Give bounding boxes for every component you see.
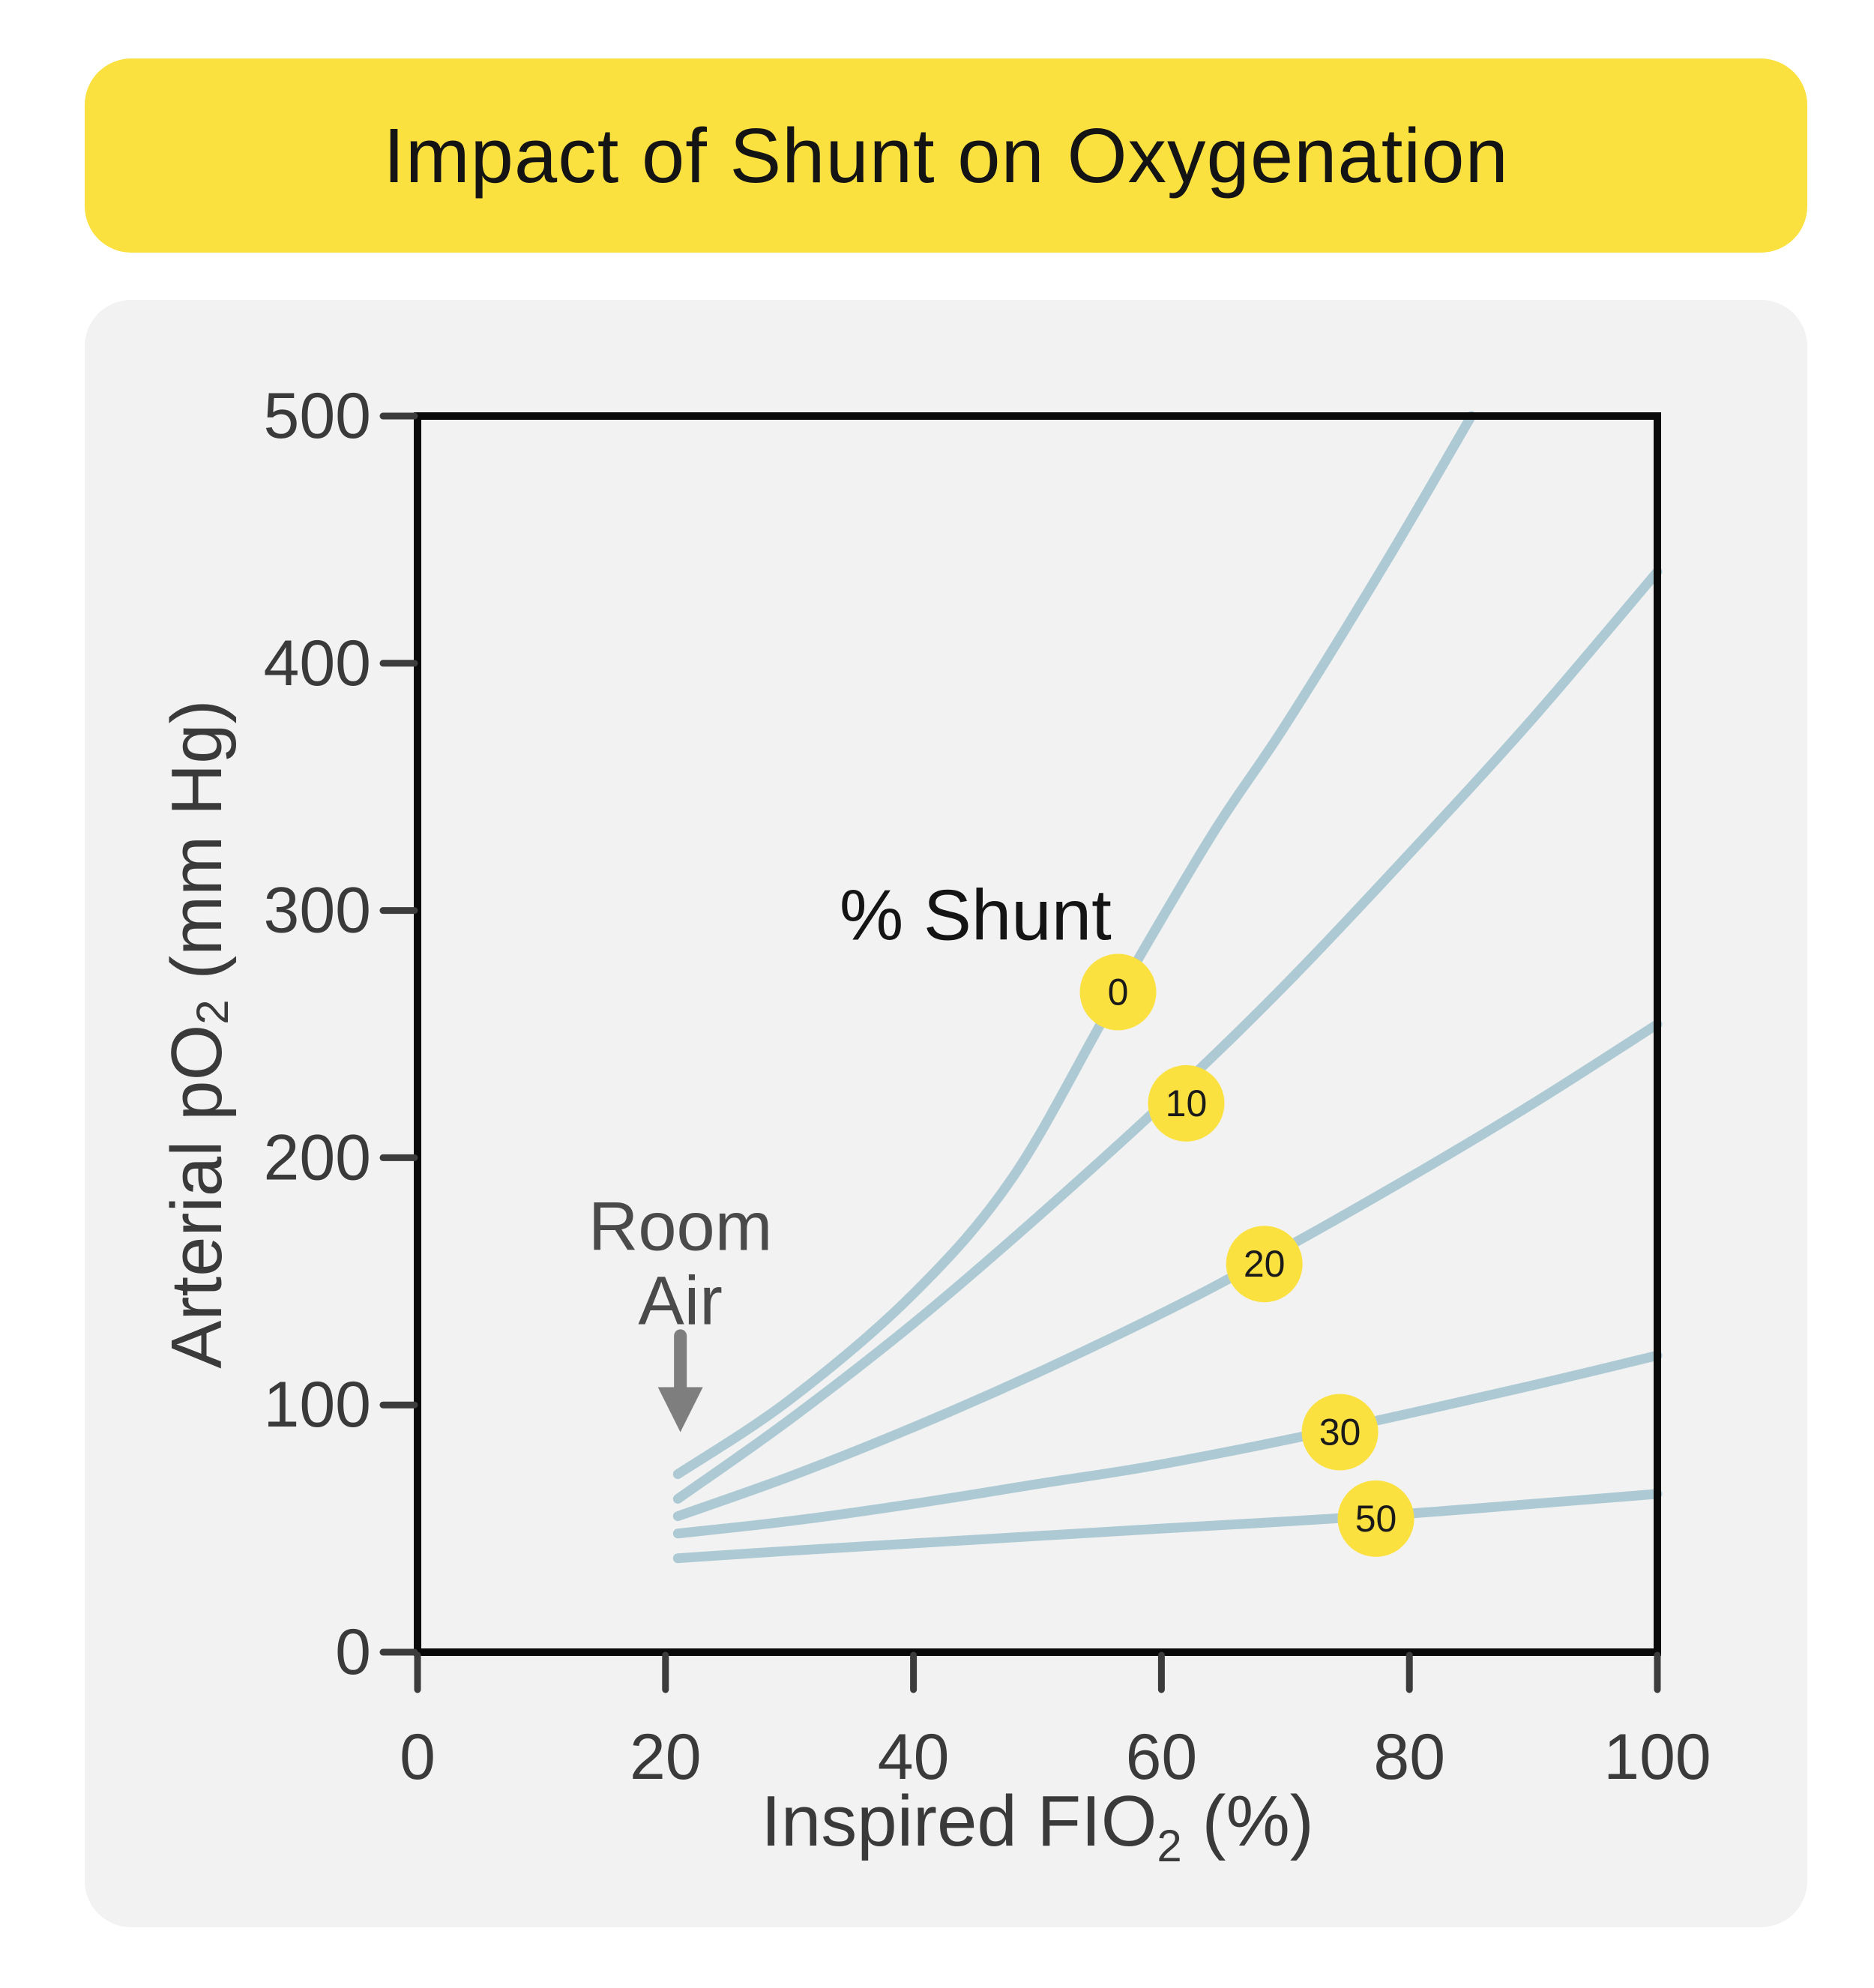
plot-frame	[414, 412, 1661, 1656]
x-tick-label-20: 20	[630, 1721, 702, 1793]
chart-title: Impact of Shunt on Oxygenation	[383, 112, 1509, 199]
shunt-curve-10	[672, 567, 1663, 1504]
shunt-curve-20	[672, 1019, 1663, 1522]
shunt-badge-50	[1337, 1480, 1414, 1557]
shunt-badge-label-30: 30	[1319, 1411, 1361, 1453]
y-tick-label-100: 100	[264, 1369, 372, 1441]
shunt-curve-50	[672, 1489, 1663, 1564]
y-tick-label-500: 500	[264, 380, 372, 452]
y-tick-label-200: 200	[264, 1121, 372, 1193]
shunt-badge-label-0: 0	[1108, 971, 1129, 1013]
x-tick-label-100: 100	[1603, 1721, 1711, 1793]
x-tick-label-60: 60	[1126, 1721, 1198, 1793]
x-tick-label-80: 80	[1373, 1721, 1445, 1793]
shunt-badge-20	[1226, 1226, 1303, 1303]
shunt-curve-30	[672, 1350, 1663, 1539]
room-air-label-line-2: Air	[638, 1263, 722, 1340]
title-banner: Impact of Shunt on Oxygenation	[85, 58, 1807, 253]
y-tick-label-0: 0	[335, 1616, 371, 1688]
shunt-badge-label-10: 10	[1166, 1082, 1208, 1124]
x-tick-label-40: 40	[878, 1721, 950, 1793]
y-tick-label-400: 400	[264, 627, 372, 699]
shunt-badge-0	[1079, 954, 1157, 1031]
room-air-arrow-head	[657, 1387, 703, 1433]
y-axis-title: Arterial pO2 (mm Hg)	[157, 699, 238, 1368]
x-axis-title: Inspired FIO2 (%)	[761, 1781, 1314, 1871]
shunt-badge-10	[1148, 1064, 1225, 1142]
x-tick-label-0: 0	[400, 1721, 436, 1793]
shunt-badge-30	[1301, 1394, 1379, 1471]
y-tick-label-300: 300	[264, 875, 372, 947]
shunt-badge-label-20: 20	[1244, 1243, 1286, 1285]
room-air-label-line-1: Room	[588, 1189, 772, 1265]
series-label: % Shunt	[840, 876, 1112, 956]
shunt-badge-label-50: 50	[1355, 1498, 1397, 1540]
